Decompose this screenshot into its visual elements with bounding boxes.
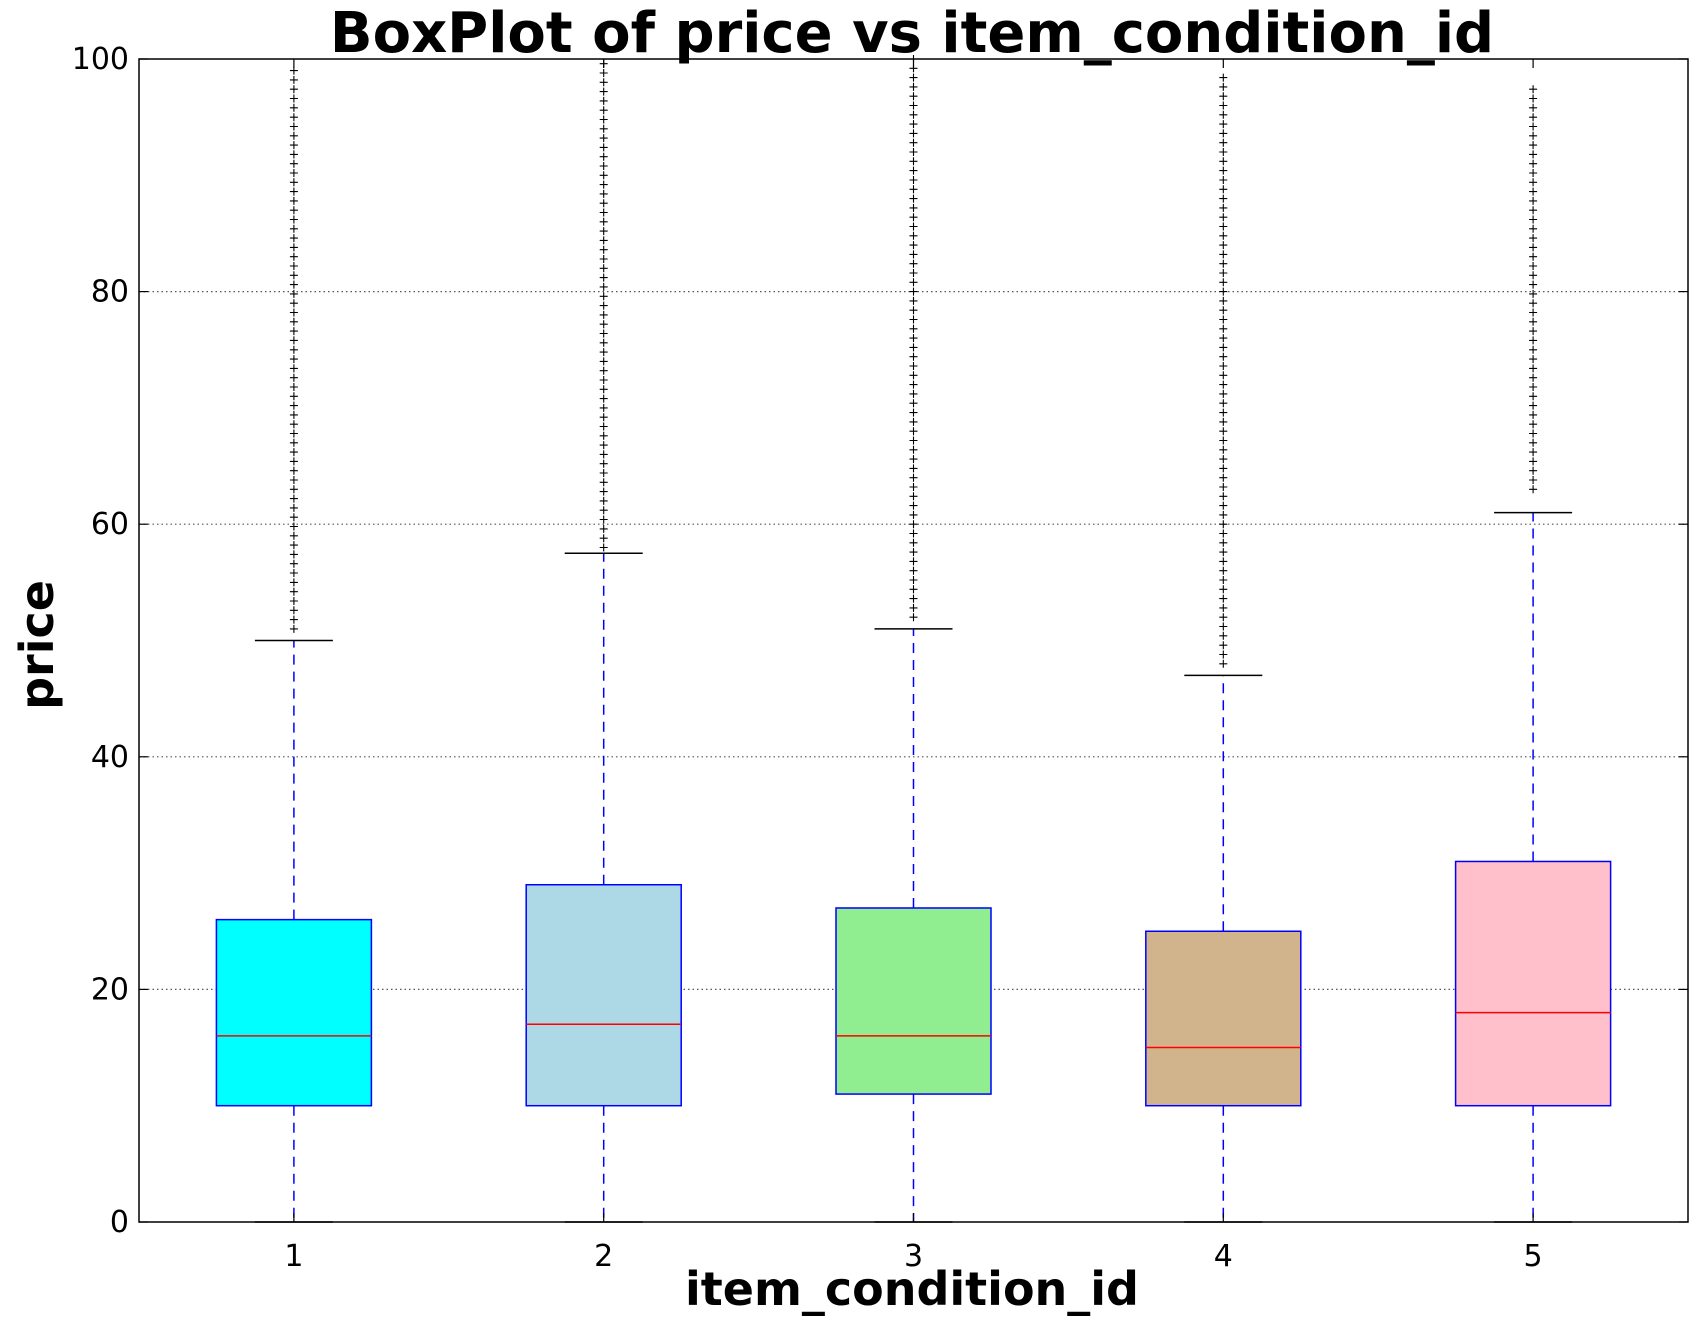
box-1 — [215, 918, 373, 1107]
outliers-5 — [1529, 85, 1538, 494]
y-tick-label-2: 40 — [91, 740, 129, 775]
x-tick-label-3: 4 — [1214, 1239, 1233, 1274]
box-2 — [525, 883, 682, 1107]
y-axis-ticks: 0 20 40 60 80 100 — [72, 42, 1688, 1240]
y-tick-label-5: 100 — [72, 42, 129, 77]
box-3 — [835, 907, 992, 1095]
y-tick-label-4: 80 — [91, 275, 129, 310]
chart-title: BoxPlot of price vs item_condition_id — [330, 1, 1494, 66]
x-axis-ticks: 1 2 3 4 5 — [284, 59, 1543, 1274]
x-tick-label-4: 5 — [1524, 1239, 1543, 1274]
x-axis-label: item_condition_id — [685, 1262, 1139, 1316]
outliers-3 — [909, 55, 918, 622]
x-tick-label-2: 3 — [904, 1239, 923, 1274]
y-axis-label: price — [10, 580, 64, 710]
outliers-1 — [289, 66, 298, 633]
x-tick-label-0: 1 — [284, 1239, 303, 1274]
box-5 — [1454, 860, 1612, 1107]
outliers — [289, 55, 1538, 668]
y-tick-label-0: 0 — [110, 1205, 129, 1240]
x-tick-label-1: 2 — [594, 1239, 613, 1274]
boxes — [215, 860, 1612, 1107]
y-tick-label-1: 20 — [91, 972, 129, 1007]
outliers-4 — [1219, 73, 1228, 668]
outliers-2 — [599, 59, 608, 552]
y-tick-label-3: 60 — [91, 507, 129, 542]
box-4 — [1145, 930, 1302, 1107]
